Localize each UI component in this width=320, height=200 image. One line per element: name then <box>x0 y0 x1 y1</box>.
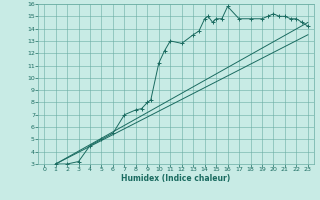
X-axis label: Humidex (Indice chaleur): Humidex (Indice chaleur) <box>121 174 231 183</box>
